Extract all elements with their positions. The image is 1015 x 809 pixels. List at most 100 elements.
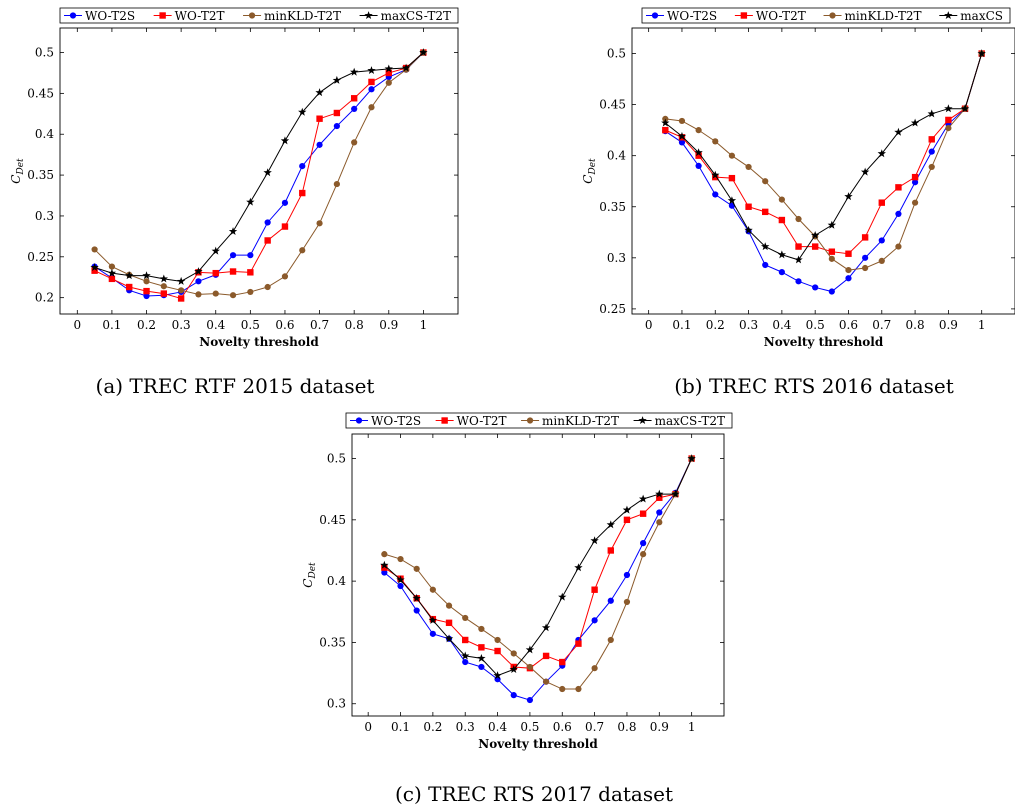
data-point-wo-t2s — [351, 105, 358, 112]
data-point-wo-t2s — [795, 278, 802, 285]
data-point-maxcs — [761, 242, 770, 251]
x-tick-label: 0 — [73, 318, 81, 332]
data-point-maxcs-t2t — [419, 48, 428, 57]
data-point-maxcs-t2t — [228, 227, 238, 236]
x-tick-label: 0.9 — [650, 720, 669, 734]
y-tick-label: 0.3 — [35, 209, 54, 223]
x-tick-label: 0.6 — [275, 318, 294, 332]
data-point-minkld-t2t — [695, 127, 702, 134]
data-point-minkld-t2t — [264, 283, 271, 291]
data-point-minkld-t2t — [678, 117, 686, 125]
data-point-minkld-t2t — [640, 551, 647, 558]
data-point-wo-t2s — [762, 261, 769, 269]
data-point-maxcs — [944, 104, 953, 113]
legend-label: WO-T2S — [371, 414, 421, 428]
data-point-maxcs-t2t — [622, 505, 632, 514]
data-point-wo-t2s — [299, 162, 306, 170]
series-maxcs-t2t — [90, 48, 428, 285]
legend: WO-T2S WO-T2T minKLD-T2T maxCS-T2T — [59, 7, 459, 24]
data-point-wo-t2t — [662, 126, 669, 134]
data-point-maxcs-t2t — [380, 560, 389, 569]
legend-label: WO-T2T — [457, 414, 507, 428]
data-point-maxcs — [794, 255, 803, 264]
y-tick-label: 0.45 — [27, 86, 54, 100]
data-point-maxcs-t2t — [280, 136, 290, 145]
x-tick-label: 0.7 — [310, 318, 329, 332]
data-point-maxcs-t2t — [125, 271, 134, 280]
data-point-minkld-t2t — [607, 636, 614, 644]
x-tick-label: 0.3 — [456, 720, 475, 734]
data-point-wo-t2s — [623, 571, 631, 579]
data-point-wo-t2t — [299, 189, 306, 197]
series-line-maxcs-t2t — [384, 458, 693, 677]
x-tick-label: 0.8 — [906, 318, 925, 332]
data-point-wo-t2s — [878, 237, 885, 244]
y-tick-label: 0.45 — [599, 98, 626, 112]
x-tick-label: 0.2 — [137, 318, 156, 332]
data-point-wo-t2s — [429, 630, 436, 637]
data-point-wo-t2s — [695, 162, 702, 169]
x-tick-label: 0.3 — [172, 318, 191, 332]
x-tick-label: 0.8 — [617, 720, 636, 734]
data-point-minkld-t2t — [381, 551, 388, 558]
data-point-wo-t2t — [811, 243, 819, 250]
data-point-maxcs-t2t — [349, 67, 359, 76]
data-point-wo-t2s — [928, 148, 935, 155]
x-tick-label: 0.1 — [391, 720, 410, 734]
data-point-wo-t2s — [195, 278, 202, 285]
legend-marker-minkld-t2t — [248, 12, 256, 19]
y-tick-label: 0.5 — [327, 452, 346, 466]
x-tick-label: 0.6 — [553, 720, 572, 734]
series-line-wo-t2s — [665, 53, 983, 293]
data-point-minkld-t2t — [542, 678, 550, 685]
data-point-wo-t2t — [368, 78, 375, 86]
data-point-minkld-t2t — [828, 255, 835, 262]
series-minkld-t2t — [91, 49, 427, 299]
chart-panel-b: 0 0.1 0.2 0.3 0.4 0.5 0.6 0.7 0.8 0.9 1 0.25 0.3 0.35… — [581, 7, 1015, 349]
series-wo-t2s — [381, 455, 695, 704]
data-point-maxcs-t2t — [159, 274, 169, 283]
chart-panel-a: 0 0.1 0.2 0.3 0.4 0.5 0.6 0.7 0.8 0.9 1 0.2 0.25 0.3 0… — [9, 7, 459, 349]
data-point-maxcs-t2t — [509, 665, 518, 673]
data-point-maxcs — [677, 131, 687, 140]
data-point-wo-t2t — [623, 516, 631, 524]
data-point-maxcs — [711, 170, 720, 179]
data-point-wo-t2t — [177, 295, 185, 302]
data-point-minkld-t2t — [526, 663, 534, 671]
data-point-minkld-t2t — [143, 278, 150, 285]
data-point-minkld-t2t — [494, 636, 501, 644]
y-tick-label: 0.35 — [319, 635, 346, 649]
data-point-wo-t2t — [160, 290, 168, 297]
x-tick-label: 1 — [688, 720, 696, 734]
data-point-minkld-t2t — [623, 598, 631, 606]
data-point-minkld-t2t — [712, 138, 719, 145]
data-point-wo-t2t — [264, 237, 271, 244]
data-point-minkld-t2t — [945, 125, 952, 132]
legend-marker-maxcs-t2t — [364, 11, 373, 20]
data-point-maxcs-t2t — [384, 64, 393, 73]
data-point-wo-t2t — [778, 216, 786, 224]
data-point-maxcs — [694, 148, 703, 157]
data-point-maxcs-t2t — [606, 520, 615, 529]
data-point-wo-t2s — [247, 252, 254, 259]
data-point-minkld-t2t — [575, 685, 582, 693]
plot-frame — [351, 433, 725, 717]
legend-label: maxCS-T2T — [655, 414, 725, 428]
y-tick-label: 0.3 — [607, 251, 626, 265]
data-point-maxcs-t2t — [263, 168, 272, 177]
data-point-wo-t2s — [678, 139, 686, 146]
data-point-maxcs-t2t — [477, 653, 486, 662]
data-point-wo-t2s — [778, 269, 785, 276]
data-point-wo-t2t — [559, 658, 566, 666]
x-tick-label: 0.5 — [520, 720, 539, 734]
legend-label: WO-T2T — [756, 9, 806, 23]
legend-marker-wo-t2s — [69, 12, 77, 19]
data-point-minkld-t2t — [762, 178, 769, 185]
data-point-minkld-t2t — [862, 264, 869, 272]
legend: WO-T2S WO-T2T minKLD-T2T maxCS-T2T — [345, 412, 733, 429]
data-point-wo-t2t — [333, 109, 341, 117]
data-point-wo-t2t — [591, 586, 598, 593]
data-point-minkld-t2t — [299, 247, 306, 254]
data-point-wo-t2s — [607, 597, 614, 604]
data-point-wo-t2t — [91, 267, 98, 274]
